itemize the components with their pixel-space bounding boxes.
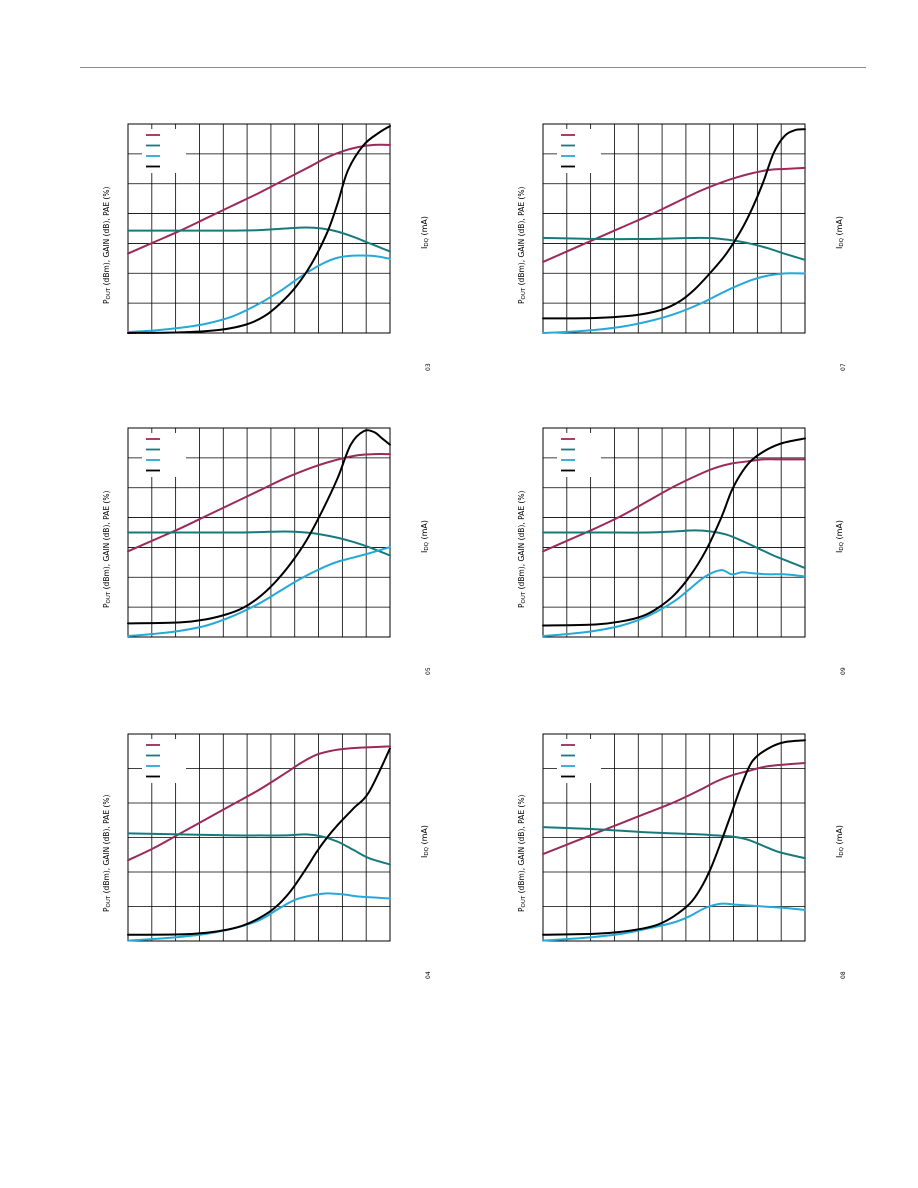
- y-axis-label-left: POUT (dBm), GAIN (dB), PAE (%): [517, 490, 527, 607]
- series-line-idq: [542, 437, 806, 627]
- series-line-pout: [127, 453, 391, 553]
- y-axis-label-part: I: [420, 855, 429, 859]
- chart-svg: [127, 427, 391, 638]
- y-axis-label-part: (dBm), GAIN (dB), PAE (%): [102, 186, 111, 288]
- chart-svg: [542, 733, 806, 942]
- series-line-pae: [542, 569, 806, 637]
- y-axis-label-part: DQ: [424, 847, 430, 856]
- y-axis-label-right: IDQ (mA): [420, 825, 430, 858]
- y-axis-label-part: (mA): [835, 520, 844, 543]
- chart-svg: [127, 733, 391, 942]
- plot-frame: [127, 123, 391, 334]
- y-axis-label-part: (mA): [420, 825, 429, 848]
- y-axis-label-part: P: [102, 603, 111, 608]
- y-axis-label-part: OUT: [521, 591, 527, 604]
- series-line-idq: [542, 739, 806, 936]
- y-axis-label-part: DQ: [424, 238, 430, 248]
- y-axis-label-right: IDQ (mA): [420, 216, 430, 249]
- y-axis-label-part: (mA): [420, 520, 429, 543]
- chart-panel: POUT (dBm), GAIN (dB), PAE (%) IDQ (mA) 04: [95, 728, 455, 998]
- series-line-pout: [542, 761, 806, 856]
- y-axis-label-part: P: [102, 907, 111, 913]
- figure-code: 03: [425, 363, 432, 371]
- figure-code: 04: [425, 971, 432, 979]
- y-axis-label-left: POUT (dBm), GAIN (dB), PAE (%): [102, 795, 112, 912]
- plot-frame: [542, 123, 806, 334]
- series-line-gain: [542, 529, 806, 570]
- y-axis-label-part: OUT: [106, 287, 112, 300]
- chart-panel: POUT (dBm), GAIN (dB), PAE (%) IDQ (mA) 08: [510, 728, 870, 998]
- series-line-gain: [542, 236, 806, 261]
- y-axis-label-right: IDQ (mA): [835, 216, 845, 249]
- figure-code: 09: [840, 667, 847, 675]
- chart-panel: POUT (dBm), GAIN (dB), PAE (%) IDQ (mA) 07: [510, 118, 870, 388]
- series-line-pout: [127, 745, 391, 862]
- series-line-pae: [542, 902, 806, 942]
- y-axis-label-part: (dBm), GAIN (dB), PAE (%): [517, 490, 526, 592]
- y-axis-label-right: IDQ (mA): [835, 520, 845, 553]
- y-axis-label-part: (mA): [835, 825, 844, 848]
- plot-frame: [542, 733, 806, 942]
- figure-code: 07: [840, 363, 847, 371]
- plot-frame: [127, 733, 391, 942]
- chart-panel: POUT (dBm), GAIN (dB), PAE (%) IDQ (mA) 03: [95, 118, 455, 388]
- y-axis-label-part: DQ: [839, 847, 845, 856]
- chart-svg: [127, 123, 391, 334]
- figure-code: 08: [840, 971, 847, 979]
- y-axis-label-part: (dBm), GAIN (dB), PAE (%): [102, 794, 111, 896]
- y-axis-label-part: P: [517, 603, 526, 608]
- series-line-pout: [542, 458, 806, 553]
- chart-svg: [542, 123, 806, 334]
- y-axis-label-right: IDQ (mA): [835, 825, 845, 858]
- y-axis-label-left: POUT (dBm), GAIN (dB), PAE (%): [102, 490, 112, 607]
- series-line-idq: [127, 429, 391, 625]
- chart-svg: [542, 427, 806, 638]
- y-axis-label-part: (dBm), GAIN (dB), PAE (%): [102, 490, 111, 592]
- y-axis-label-part: DQ: [424, 542, 430, 552]
- y-axis-label-left: POUT (dBm), GAIN (dB), PAE (%): [102, 186, 112, 303]
- series-line-pae: [127, 546, 391, 637]
- y-axis-label-left: POUT (dBm), GAIN (dB), PAE (%): [517, 186, 527, 303]
- y-axis-label-part: OUT: [106, 895, 112, 908]
- y-axis-label-part: P: [517, 907, 526, 913]
- y-axis-label-part: P: [102, 299, 111, 304]
- series-line-idq: [127, 125, 391, 334]
- y-axis-label-part: DQ: [839, 542, 845, 552]
- y-axis-label-part: OUT: [106, 591, 112, 604]
- y-axis-label-left: POUT (dBm), GAIN (dB), PAE (%): [517, 795, 527, 912]
- y-axis-label-part: DQ: [839, 238, 845, 248]
- y-axis-label-part: P: [517, 299, 526, 304]
- y-axis-label-part: OUT: [521, 895, 527, 908]
- series-line-gain: [127, 226, 391, 253]
- chart-panel: POUT (dBm), GAIN (dB), PAE (%) IDQ (mA) 09: [510, 422, 870, 692]
- series-line-gain: [127, 832, 391, 866]
- figure-code: 05: [425, 667, 432, 675]
- series-line-idq: [127, 747, 391, 936]
- y-axis-label-right: IDQ (mA): [420, 520, 430, 553]
- series-line-pae: [127, 892, 391, 942]
- y-axis-label-part: OUT: [521, 287, 527, 300]
- chart-panel: POUT (dBm), GAIN (dB), PAE (%) IDQ (mA) 05: [95, 422, 455, 692]
- series-line-gain: [127, 530, 391, 557]
- series-line-pae: [542, 272, 806, 334]
- y-axis-label-part: (dBm), GAIN (dB), PAE (%): [517, 794, 526, 896]
- y-axis-label-part: (mA): [835, 216, 844, 239]
- y-axis-label-part: (mA): [420, 216, 429, 239]
- header-rule: [80, 67, 866, 68]
- series-line-gain: [542, 826, 806, 860]
- y-axis-label-part: I: [835, 855, 844, 859]
- series-line-pae: [127, 254, 391, 333]
- series-line-idq: [542, 128, 806, 320]
- y-axis-label-part: (dBm), GAIN (dB), PAE (%): [517, 186, 526, 288]
